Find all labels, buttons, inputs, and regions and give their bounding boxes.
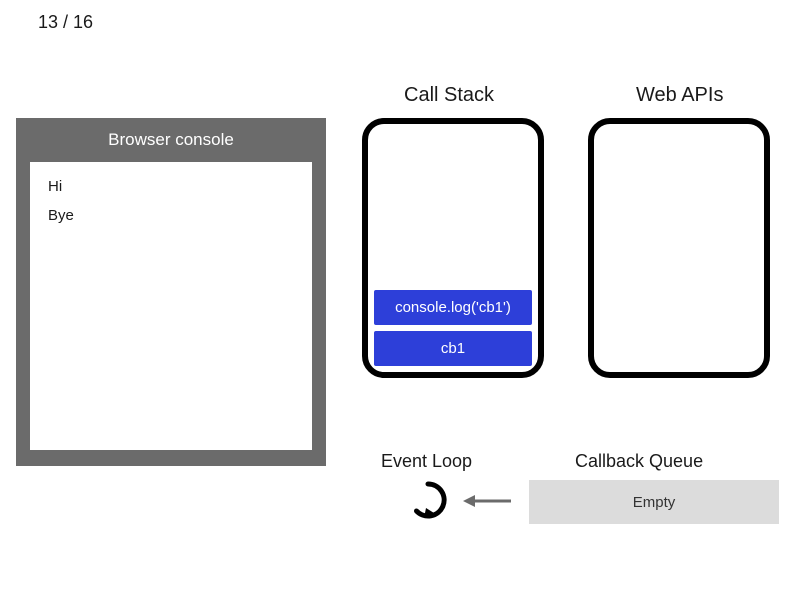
loop-icon — [408, 480, 448, 520]
arrow-left-icon — [463, 492, 513, 510]
stack-frame: console.log('cb1') — [374, 290, 532, 325]
event-loop-title: Event Loop — [381, 451, 472, 472]
console-header: Browser console — [16, 118, 326, 162]
console-line: Hi — [48, 178, 294, 195]
web-apis-box — [588, 118, 770, 378]
web-apis-title: Web APIs — [636, 84, 723, 107]
call-stack-box: console.log('cb1') cb1 — [362, 118, 544, 378]
callback-queue-box: Empty — [529, 480, 779, 524]
stack-frame: cb1 — [374, 331, 532, 366]
page-counter: 13 / 16 — [38, 12, 93, 33]
console-body: Hi Bye — [30, 162, 312, 450]
callback-queue-title: Callback Queue — [575, 451, 703, 472]
call-stack-title: Call Stack — [404, 84, 494, 107]
console-line: Bye — [48, 207, 294, 224]
callback-queue-content: Empty — [633, 494, 676, 511]
browser-console-panel: Browser console Hi Bye — [16, 118, 326, 466]
